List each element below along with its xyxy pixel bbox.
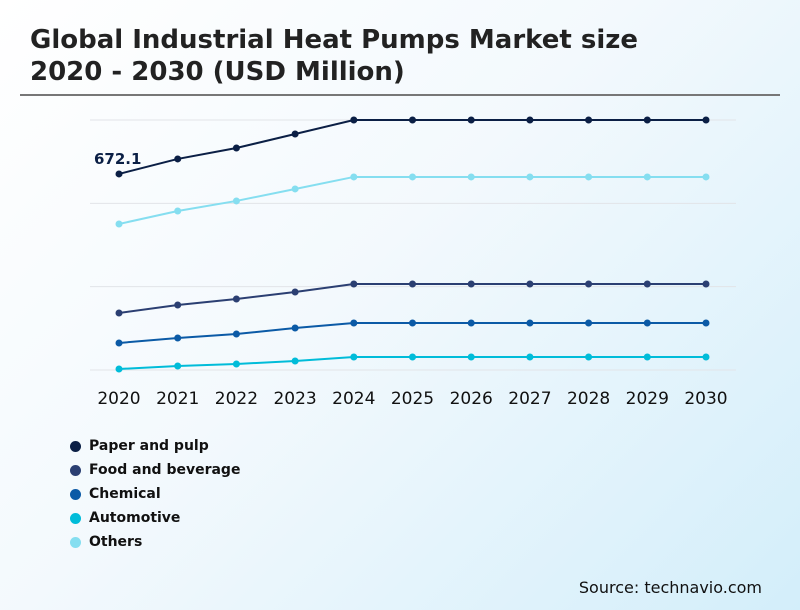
data-point xyxy=(174,334,182,342)
x-tick-label: 2028 xyxy=(567,389,610,409)
title-divider xyxy=(20,94,780,96)
x-tick-label: 2024 xyxy=(332,389,375,409)
data-point xyxy=(291,357,299,365)
data-label: 672.1 xyxy=(94,150,141,168)
legend-dot-icon xyxy=(70,536,81,548)
data-point xyxy=(174,155,182,163)
legend-dot-icon xyxy=(70,488,81,500)
data-point xyxy=(409,116,416,124)
data-point xyxy=(115,220,123,228)
data-point xyxy=(174,207,182,215)
data-point xyxy=(585,353,593,361)
data-point xyxy=(232,360,240,368)
data-point xyxy=(526,319,534,327)
x-tick-label: 2021 xyxy=(156,389,199,409)
legend-item: Automotive xyxy=(70,506,240,530)
legend-item: Food and beverage xyxy=(70,458,240,482)
legend-item: Paper and pulp xyxy=(70,434,240,458)
legend-dot-icon xyxy=(70,440,81,452)
data-point xyxy=(702,319,710,327)
data-point xyxy=(350,173,358,181)
data-point xyxy=(232,197,240,205)
chart-legend: Paper and pulp Food and beverage Chemical A… xyxy=(70,434,240,554)
data-point xyxy=(232,330,240,338)
data-point xyxy=(174,362,182,370)
data-point xyxy=(467,353,475,361)
data-point xyxy=(115,339,123,347)
data-point xyxy=(350,319,358,327)
data-point xyxy=(585,319,593,327)
chart-title: Global Industrial Heat Pumps Market size… xyxy=(30,24,638,88)
data-point xyxy=(350,353,358,361)
x-tick-label: 2022 xyxy=(215,389,258,409)
legend-label: Food and beverage xyxy=(89,462,241,478)
data-point xyxy=(291,288,299,296)
data-point xyxy=(643,173,651,181)
data-point xyxy=(409,280,416,288)
series-line-food-and-beverage xyxy=(118,282,706,314)
data-point xyxy=(409,353,416,361)
x-tick-label: 2026 xyxy=(450,389,493,409)
source-text: Source: technavio.com xyxy=(578,578,762,597)
data-point xyxy=(526,280,534,288)
legend-label: Chemical xyxy=(89,486,161,502)
data-point xyxy=(585,116,593,124)
data-point xyxy=(115,365,123,373)
legend-item: Others xyxy=(70,530,240,554)
line-chart: 2020 2021 2022 2023 2024 2025 2026 2027 2028 2029… xyxy=(90,116,736,409)
title-line-2: 2020 - 2030 (USD Million) xyxy=(30,57,405,87)
data-point xyxy=(291,324,299,332)
data-point xyxy=(115,309,123,317)
data-point xyxy=(409,319,416,327)
series-line-others xyxy=(118,175,706,225)
x-tick-label: 2020 xyxy=(97,389,140,409)
legend-label: Automotive xyxy=(89,510,181,526)
legend-label: Others xyxy=(89,534,143,550)
data-point xyxy=(702,353,710,361)
legend-item: Chemical xyxy=(70,482,240,506)
data-point xyxy=(585,173,593,181)
data-point xyxy=(350,116,358,124)
title-line-1: Global Industrial Heat Pumps Market size xyxy=(30,25,639,55)
series-line-paper-and-pulp xyxy=(118,119,706,175)
data-point xyxy=(467,280,475,288)
data-point xyxy=(232,295,240,303)
data-point xyxy=(702,173,710,181)
x-tick-label: 2030 xyxy=(684,389,727,409)
data-point xyxy=(643,116,651,124)
data-point xyxy=(115,170,123,178)
data-point xyxy=(643,319,651,327)
data-point xyxy=(291,130,299,138)
data-point xyxy=(467,319,475,327)
data-point xyxy=(467,173,475,181)
data-point xyxy=(585,280,593,288)
legend-label: Paper and pulp xyxy=(89,438,209,454)
data-point xyxy=(467,116,475,124)
data-point xyxy=(526,353,534,361)
data-point xyxy=(232,144,240,152)
x-tick-label: 2029 xyxy=(626,389,669,409)
data-point xyxy=(702,116,710,124)
x-tick-label: 2027 xyxy=(508,389,551,409)
x-tick-label: 2025 xyxy=(391,389,434,409)
data-point xyxy=(702,280,710,288)
data-point xyxy=(350,280,358,288)
x-tick-label: 2023 xyxy=(273,389,316,409)
data-point xyxy=(526,116,534,124)
data-point xyxy=(643,353,651,361)
legend-dot-icon xyxy=(70,464,81,476)
data-point xyxy=(174,301,182,309)
data-point xyxy=(526,173,534,181)
data-point xyxy=(291,185,299,193)
legend-dot-icon xyxy=(70,512,81,524)
data-point xyxy=(409,173,416,181)
data-point xyxy=(643,280,651,288)
